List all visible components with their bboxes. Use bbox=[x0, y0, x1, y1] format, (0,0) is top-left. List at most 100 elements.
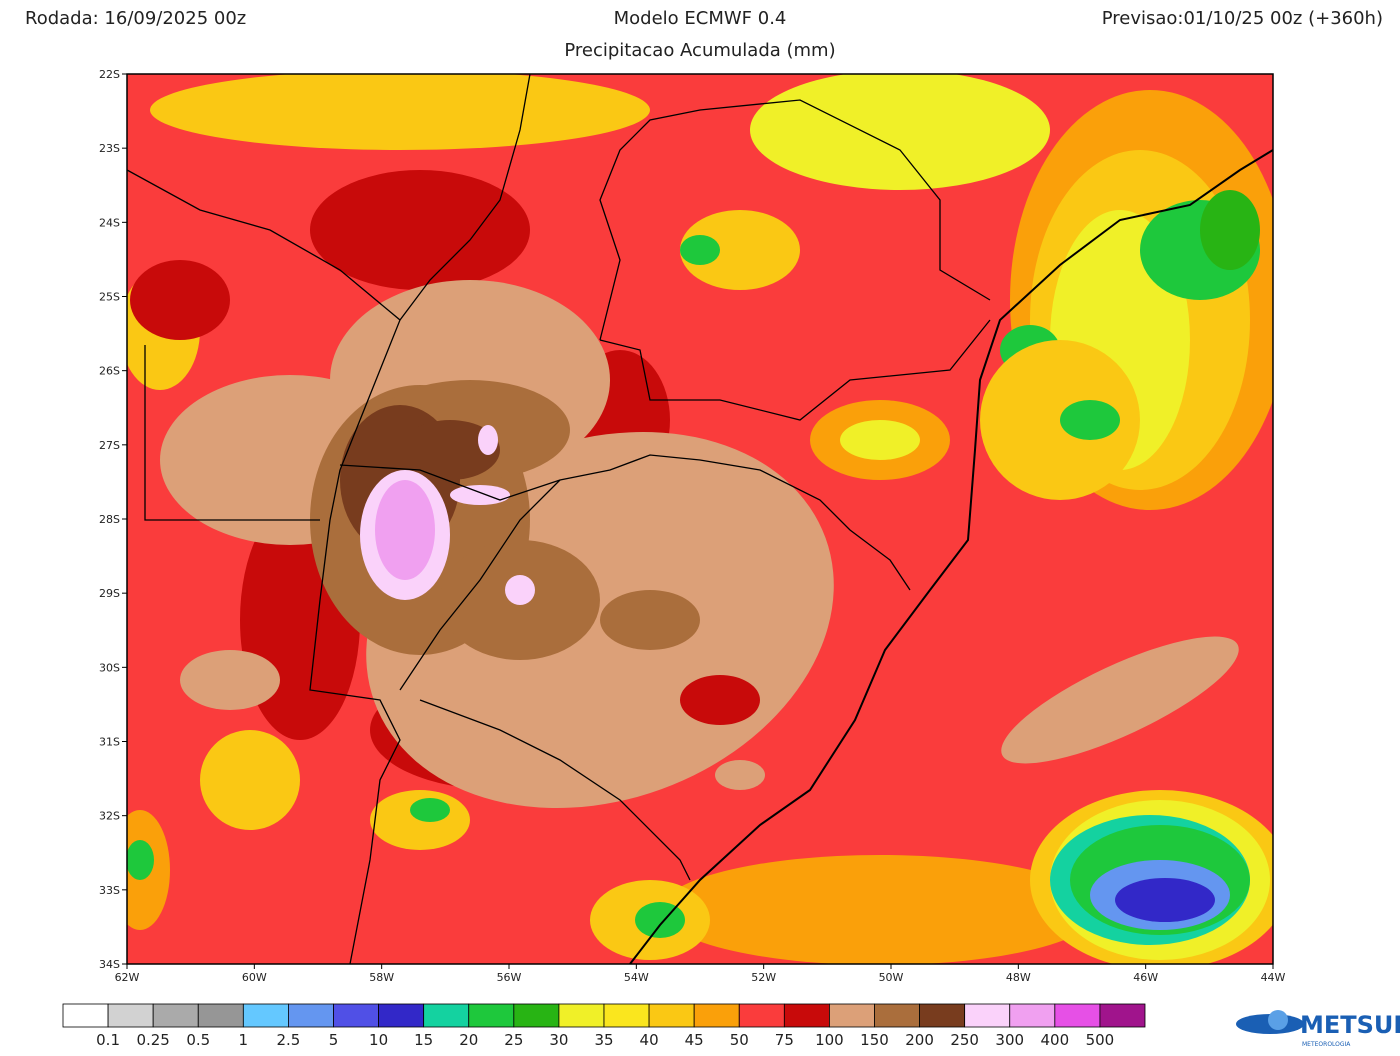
colorbar-swatch bbox=[558, 1003, 605, 1028]
colorbar-label: 500 bbox=[1086, 1031, 1115, 1049]
colorbar-label: 100 bbox=[815, 1031, 844, 1049]
colorbar-swatch bbox=[738, 1003, 785, 1028]
lon-label: 46W bbox=[1133, 971, 1158, 984]
precip-area bbox=[680, 675, 760, 725]
precip-area bbox=[635, 902, 685, 938]
colorbar-swatch bbox=[378, 1003, 425, 1028]
precip-area bbox=[400, 420, 500, 480]
colorbar-label: 300 bbox=[995, 1031, 1024, 1049]
precip-area bbox=[715, 760, 765, 790]
precip-area bbox=[310, 170, 530, 290]
colorbar-swatch bbox=[152, 1003, 199, 1028]
lon-label: 58W bbox=[369, 971, 394, 984]
colorbar-label: 20 bbox=[459, 1031, 478, 1049]
colorbar-label: 15 bbox=[414, 1031, 433, 1049]
colorbar-label: 40 bbox=[640, 1031, 659, 1049]
run-label: Rodada: 16/09/2025 00z bbox=[25, 8, 246, 29]
precip-area bbox=[1200, 190, 1260, 270]
colorbar-label: 10 bbox=[369, 1031, 388, 1049]
colorbar-swatch bbox=[648, 1003, 695, 1028]
colorbar-swatch bbox=[829, 1003, 875, 1028]
precip-area bbox=[127, 840, 154, 880]
colorbar-swatch bbox=[513, 1003, 560, 1028]
colorbar-swatch bbox=[288, 1003, 334, 1028]
colorbar-label: 25 bbox=[504, 1031, 523, 1049]
lat-label: 30S bbox=[99, 661, 120, 674]
colorbar-swatch bbox=[1009, 1003, 1056, 1028]
colorbar-swatch bbox=[197, 1003, 244, 1028]
precip-area bbox=[660, 855, 1100, 964]
lat-label: 34S bbox=[99, 958, 120, 971]
precip-area bbox=[478, 425, 498, 455]
precip-area bbox=[150, 74, 650, 150]
colorbar-label: 50 bbox=[730, 1031, 749, 1049]
precip-area bbox=[1115, 878, 1215, 922]
precip-area bbox=[600, 590, 700, 650]
lon-label: 52W bbox=[751, 971, 776, 984]
colorbar-label: 0.1 bbox=[96, 1031, 120, 1049]
precip-area bbox=[450, 485, 510, 505]
lat-label: 27S bbox=[99, 439, 120, 452]
precip-area bbox=[180, 650, 280, 710]
colorbar-swatch bbox=[603, 1003, 650, 1028]
precip-area bbox=[200, 730, 300, 830]
colorbar-label: 30 bbox=[549, 1031, 568, 1049]
precip-area bbox=[505, 575, 535, 605]
precip-area bbox=[680, 235, 720, 265]
logo-name: METSUL bbox=[1300, 1011, 1400, 1039]
colorbar-swatch bbox=[1054, 1003, 1101, 1028]
colorbar-swatch bbox=[468, 1003, 515, 1028]
precip-area bbox=[130, 260, 230, 340]
precip-area bbox=[840, 420, 920, 460]
colorbar-label: 2.5 bbox=[276, 1031, 300, 1049]
lat-label: 32S bbox=[99, 810, 120, 823]
lat-label: 25S bbox=[99, 291, 120, 304]
lat-label: 24S bbox=[99, 216, 120, 229]
colorbar-label: 5 bbox=[329, 1031, 339, 1049]
map-field bbox=[127, 74, 1273, 964]
colorbar-label: 0.25 bbox=[136, 1031, 169, 1049]
lon-label: 56W bbox=[497, 971, 522, 984]
colorbar-label: 0.5 bbox=[186, 1031, 210, 1049]
lon-label: 48W bbox=[1006, 971, 1031, 984]
precip-area bbox=[750, 74, 1050, 190]
lat-label: 23S bbox=[99, 142, 120, 155]
borders bbox=[127, 74, 1273, 964]
lon-label: 54W bbox=[624, 971, 649, 984]
lat-label: 26S bbox=[99, 365, 120, 378]
lat-label: 29S bbox=[99, 587, 120, 600]
precip-area bbox=[680, 210, 800, 290]
colorbar-label: 45 bbox=[685, 1031, 704, 1049]
lon-label: 50W bbox=[879, 971, 904, 984]
colorbar-swatch bbox=[964, 1003, 1011, 1028]
logo: METSUL METEOROLOGIA bbox=[1236, 1010, 1400, 1048]
colorbar-swatch bbox=[919, 1003, 966, 1028]
colorbar-label: 150 bbox=[860, 1031, 889, 1049]
colorbar-swatch bbox=[62, 1003, 109, 1028]
precip-area bbox=[1001, 636, 1239, 764]
model-label: Modelo ECMWF 0.4 bbox=[614, 8, 787, 29]
colorbar-swatch bbox=[693, 1003, 740, 1028]
colorbar-swatch bbox=[333, 1003, 379, 1028]
colorbar-swatch bbox=[242, 1003, 289, 1028]
lon-label: 44W bbox=[1261, 971, 1286, 984]
colorbar-swatch bbox=[874, 1003, 920, 1028]
forecast-label: Previsao:01/10/25 00z (+360h) bbox=[1102, 8, 1383, 29]
colorbar-label: 1 bbox=[239, 1031, 249, 1049]
lon-label: 60W bbox=[242, 971, 267, 984]
colorbar-label: 75 bbox=[775, 1031, 794, 1049]
lat-label: 28S bbox=[99, 513, 120, 526]
logo-tagline: METEOROLOGIA bbox=[1302, 1041, 1351, 1048]
lat-label: 33S bbox=[99, 884, 120, 897]
lat-label: 22S bbox=[99, 68, 120, 81]
colorbar-label: 35 bbox=[594, 1031, 613, 1049]
subtitle: Precipitacao Acumulada (mm) bbox=[564, 40, 835, 61]
colorbar-swatch bbox=[423, 1003, 470, 1028]
lon-label: 62W bbox=[115, 971, 140, 984]
colorbar-swatch bbox=[107, 1003, 154, 1028]
colorbar-label: 200 bbox=[905, 1031, 934, 1049]
colorbar-swatch bbox=[783, 1003, 830, 1028]
colorbar-label: 400 bbox=[1041, 1031, 1070, 1049]
